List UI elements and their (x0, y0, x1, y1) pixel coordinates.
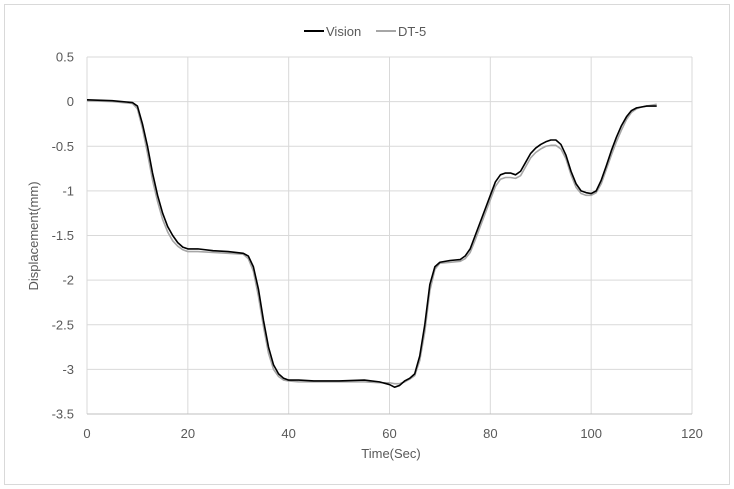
chart-frame (4, 4, 730, 485)
y-tick-label: -3 (62, 362, 74, 377)
x-tick-label: 100 (580, 426, 602, 441)
y-tick-label: -2 (62, 273, 74, 288)
y-tick-label: -1.5 (52, 228, 74, 243)
legend-label-vision: Vision (326, 24, 361, 39)
x-tick-labels: 0 20 40 60 80 100 120 (83, 426, 702, 441)
series-line-vision (86, 99, 657, 389)
x-tick-label: 40 (281, 426, 295, 441)
y-tick-label: -2.5 (52, 317, 74, 332)
x-tick-label: 80 (483, 426, 497, 441)
series-line-dt5 (86, 99, 657, 385)
x-tick-label: 20 (181, 426, 195, 441)
y-tick-label: 0.5 (56, 50, 74, 65)
grid (86, 56, 693, 415)
y-tick-label: 0 (67, 94, 74, 109)
x-tick-label: 0 (83, 426, 90, 441)
series-lines (86, 99, 657, 389)
y-tick-labels: 0.5 0 -0.5 -1 -1.5 -2 -2.5 -3 -3.5 (52, 50, 74, 422)
y-tick-label: -3.5 (52, 407, 74, 422)
y-tick-label: -1 (62, 183, 74, 198)
x-tick-label: 60 (382, 426, 396, 441)
y-tick-label: -0.5 (52, 139, 74, 154)
x-tick-label: 120 (681, 426, 703, 441)
legend: Vision DT-5 (304, 24, 426, 39)
legend-label-dt5: DT-5 (398, 24, 426, 39)
x-axis-label: Time(Sec) (361, 446, 420, 461)
y-axis-label: Displacement(mm) (26, 181, 41, 290)
